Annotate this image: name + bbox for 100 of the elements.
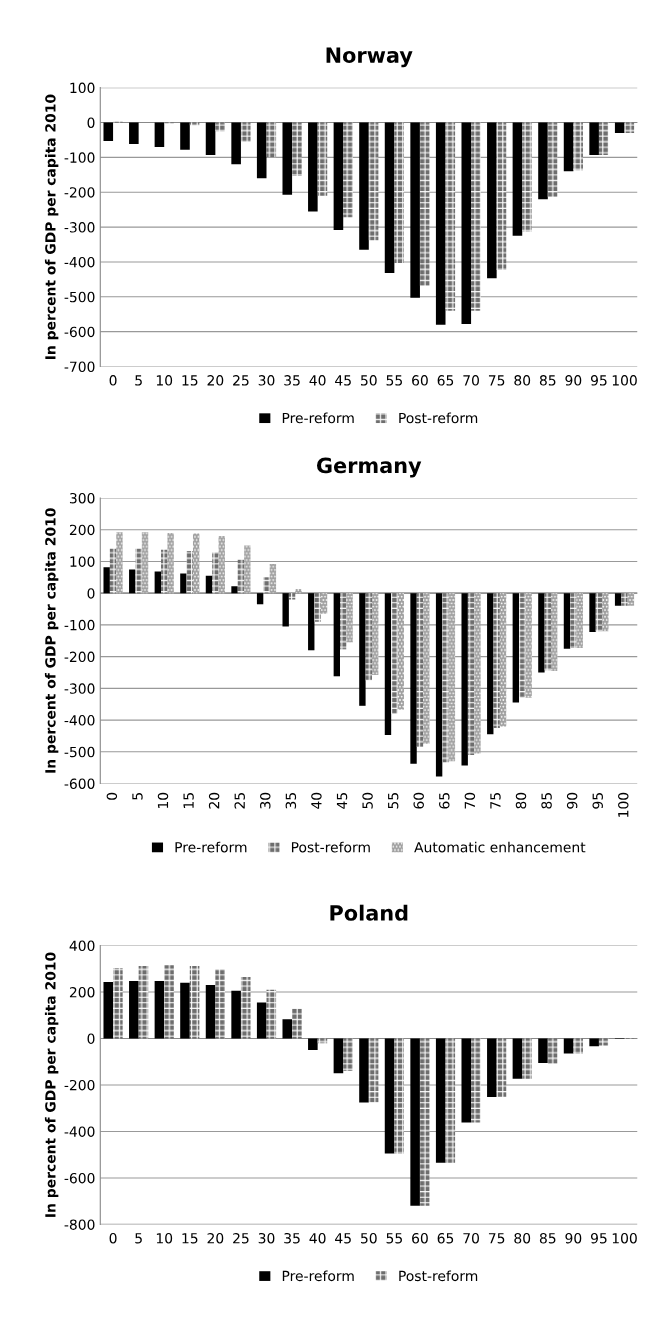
bar [467,593,475,755]
bar [391,593,398,714]
bar [461,593,468,766]
bar [231,586,238,594]
x-tick-label: 80 [514,375,531,386]
bar [602,593,609,632]
bar [576,593,583,649]
x-tick-label: 5 [135,1233,142,1244]
bar [496,1038,507,1098]
bar [288,593,296,600]
x-tick-label: 45 [335,375,351,386]
bar [419,1038,430,1206]
x-tick-label: 75 [488,375,505,386]
x-tick-label: 60 [412,1232,428,1244]
chart-title: Norway [326,47,413,68]
x-tick-label: 100 [618,792,629,817]
x-tick-label: 100 [612,1232,637,1244]
x-tick-label: 30 [258,375,275,386]
bar [256,1002,267,1039]
bar [282,1019,293,1039]
y-tick-label: -100 [64,619,95,631]
bar [154,571,162,594]
y-tick-label: -300 [64,222,95,233]
bar [538,1038,548,1063]
bar [282,593,289,627]
bar [598,1038,609,1046]
bar [266,989,277,1039]
x-tick-label: 10 [156,1232,173,1244]
bar [461,1038,472,1123]
bar [519,593,526,698]
bar [269,563,277,594]
bar [256,593,264,605]
bar [614,593,622,606]
bar [563,593,571,649]
bar [573,1038,583,1054]
bar [538,593,545,673]
x-tick-label: 80 [515,792,527,809]
x-tick-label: 35 [284,1232,300,1244]
bar [442,593,449,763]
bar [244,545,251,594]
bar [512,1038,523,1079]
y-tick-label: 0 [87,1033,95,1044]
y-tick-label: -500 [64,746,95,758]
bar [547,1038,558,1065]
bar [218,536,225,594]
x-tick-label: 90 [565,1232,582,1244]
bar [103,567,110,594]
bar [205,985,216,1039]
bar [308,593,315,651]
bar [180,982,190,1039]
x-tick-label: 70 [463,1232,479,1244]
bar [333,593,341,677]
legend-label: Post-reform [399,1270,478,1282]
x-tick-label: 0 [109,1232,117,1244]
bar [394,1038,404,1154]
bar [135,548,142,594]
bar [180,573,187,594]
chart-title: Germany [316,457,422,478]
bar [205,575,213,594]
x-tick-label: 45 [336,793,348,809]
bar [544,593,551,671]
bar [550,593,558,671]
x-tick-label: 65 [437,1232,454,1244]
bar [512,593,520,703]
bar [487,1038,497,1098]
bar [164,965,174,1039]
x-tick-label: 20 [208,792,220,809]
x-tick-label: 55 [386,1233,402,1244]
legend-label: Pre-reform [282,412,354,424]
bar [522,1038,532,1079]
bar [240,976,251,1039]
x-tick-label: 5 [135,375,142,386]
bar [231,990,241,1039]
x-tick-label: 90 [565,375,582,386]
y-tick-label: -600 [64,778,95,789]
x-tick-label: 90 [566,792,578,809]
x-tick-label: 0 [109,375,117,386]
bar [215,969,225,1039]
bar [621,593,628,606]
bar [589,593,596,632]
x-tick-label: 20 [207,375,224,386]
y-tick-label: -400 [64,1126,95,1137]
bar [308,1038,318,1051]
x-tick-label: 50 [361,375,377,386]
bar [167,532,174,594]
x-tick-label: 25 [233,1232,249,1244]
x-tick-label: 55 [388,793,399,809]
x-tick-label: 75 [488,1233,505,1244]
bar [474,593,481,754]
bar [595,593,603,632]
bar [103,982,114,1039]
bar [292,1008,302,1039]
bar [359,1038,369,1103]
x-tick-label: 85 [539,375,556,386]
y-axis-title: In percent of GDP per capita 2010 [44,952,59,1217]
bar [129,981,139,1039]
x-tick-label: 55 [386,375,402,386]
x-tick-label: 10 [156,375,173,386]
y-tick-label: -300 [64,683,95,694]
bar [384,1038,395,1154]
